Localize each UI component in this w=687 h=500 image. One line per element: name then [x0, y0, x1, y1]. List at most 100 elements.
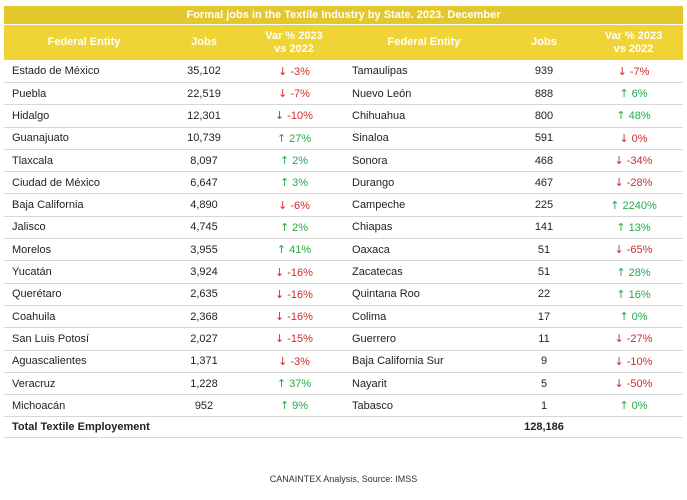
table-row: Morelos 3,955 ↑ 41% Oaxaca 51 ↓ -65% [4, 238, 683, 262]
arrow-down-icon: ↓ [614, 332, 624, 346]
entity-cell: Tlaxcala [4, 149, 164, 173]
arrow-down-icon: ↓ [614, 243, 624, 257]
variation-cell: ↓ -16% [244, 283, 344, 306]
variation-cell: ↑ 2% [244, 149, 344, 173]
variation-cell: ↓ -10% [584, 350, 683, 373]
header-entity-right: Federal Entity [344, 25, 504, 60]
jobs-cell: 22,519 [164, 82, 244, 106]
arrow-up-icon: ↑ [279, 399, 290, 413]
table-row: Baja California 4,890 ↓ -6% Campeche 225 ↑ 2240… [4, 193, 683, 217]
table-row: Querétaro 2,635 ↓ -16% Quintana Roo 22 ↑ 16% [4, 283, 683, 306]
entity-cell: Tamaulipas [344, 60, 504, 83]
variation-value: 0% [631, 311, 648, 324]
variation-cell: ↓ -3% [244, 350, 344, 373]
jobs-cell: 10,739 [164, 127, 244, 150]
header-var-line1: Var % 2023 [265, 29, 323, 42]
arrow-down-icon: ↓ [614, 377, 624, 390]
entity-cell: San Luis Potosí [4, 327, 164, 351]
variation-cell: ↓ -10% [244, 104, 344, 128]
variation-value: -16% [287, 311, 313, 324]
entity-cell: Nayarit [344, 372, 504, 396]
table-row: Estado de México 35,102 ↓ -3% Tamaulipas 939 ↓… [4, 60, 683, 83]
variation-cell: ↓ -3% [244, 60, 344, 83]
entity-cell: Puebla [4, 82, 164, 106]
jobs-table-frame: Formal jobs in the Textile Industry by S… [4, 6, 683, 439]
table-row: Guanajuato 10,739 ↑ 27% Sinaloa 591 ↓ 0% [4, 127, 683, 150]
entity-cell: Morelos [4, 238, 164, 262]
table-row: Coahuila 2,368 ↓ -16% Colima 17 ↑ 0% [4, 305, 683, 329]
entity-cell: Sonora [344, 149, 504, 173]
variation-value: -16% [287, 266, 313, 279]
variation-cell: ↑ 6% [584, 82, 683, 106]
variation-cell: ↑ 0% [584, 305, 683, 329]
jobs-cell: 3,955 [164, 238, 244, 262]
jobs-cell: 9 [504, 350, 584, 373]
jobs-cell: 22 [504, 283, 584, 306]
variation-cell: ↓ -7% [584, 60, 683, 83]
variation-value: -15% [287, 333, 313, 346]
variation-cell: ↓ -16% [244, 305, 344, 329]
arrow-down-icon: ↓ [614, 176, 624, 190]
jobs-cell: 800 [504, 104, 584, 128]
table-body: Estado de México 35,102 ↓ -3% Tamaulipas 939 ↓… [4, 60, 683, 439]
jobs-cell: 888 [504, 82, 584, 106]
variation-value: 16% [628, 288, 651, 301]
total-value: 128,186 [504, 416, 584, 439]
variation-cell: ↓ -50% [584, 372, 683, 396]
variation-value: -28% [626, 177, 653, 190]
header-row: Federal Entity Jobs Var % 2023 vs 2022 F… [4, 25, 683, 60]
jobs-cell: 939 [504, 60, 584, 83]
entity-cell: Oaxaca [344, 238, 504, 262]
arrow-up-icon: ↑ [619, 310, 629, 324]
table-row: Michoacán 952 ↑ 9% Tabasco 1 ↑ 0% [4, 394, 683, 418]
arrow-down-icon: ↓ [275, 332, 285, 346]
arrow-down-icon: ↓ [275, 287, 285, 301]
entity-cell: Yucatán [4, 260, 164, 284]
jobs-cell: 12,301 [164, 104, 244, 128]
variation-value: -6% [290, 199, 310, 212]
arrow-down-icon: ↓ [614, 154, 624, 168]
variation-value: 6% [631, 88, 648, 101]
variation-cell: ↑ 27% [244, 127, 344, 150]
variation-cell: ↑ 16% [584, 283, 683, 306]
variation-cell: ↑ 2240% [584, 193, 683, 217]
jobs-cell: 51 [504, 238, 584, 262]
entity-cell: Jalisco [4, 216, 164, 240]
entity-cell: Nuevo León [344, 82, 504, 106]
header-jobs-right: Jobs [504, 25, 584, 60]
arrow-up-icon: ↑ [279, 176, 290, 190]
table-row: Aguascalientes 1,371 ↓ -3% Baja California S… [4, 350, 683, 373]
entity-cell: Baja California Sur [344, 350, 504, 373]
entity-cell: Sinaloa [344, 127, 504, 150]
variation-cell: ↑ 48% [584, 104, 683, 128]
entity-cell: Coahuila [4, 305, 164, 329]
arrow-up-icon: ↑ [276, 243, 287, 257]
arrow-up-icon: ↑ [279, 154, 290, 168]
entity-cell: Quintana Roo [344, 283, 504, 306]
entity-cell: Guanajuato [4, 127, 164, 150]
variation-value: -7% [629, 65, 650, 78]
entity-cell: Baja California [4, 193, 164, 217]
variation-cell: ↓ -7% [244, 82, 344, 106]
variation-value: 0% [631, 400, 648, 413]
arrow-down-icon: ↓ [275, 310, 285, 324]
variation-value: -3% [290, 355, 310, 368]
variation-cell: ↓ -16% [244, 260, 344, 284]
arrow-up-icon: ↑ [616, 109, 626, 123]
table-row: Jalisco 4,745 ↑ 2% Chiapas 141 ↑ 13% [4, 216, 683, 240]
arrow-up-icon: ↑ [616, 287, 626, 301]
entity-cell: Guerrero [344, 327, 504, 351]
header-var-line2: vs 2022 [274, 42, 314, 55]
entity-cell: Veracruz [4, 372, 164, 396]
arrow-up-icon: ↑ [616, 265, 626, 279]
jobs-cell: 1,228 [164, 372, 244, 396]
jobs-cell: 8,097 [164, 149, 244, 173]
jobs-cell: 5 [504, 372, 584, 396]
arrow-up-icon: ↑ [276, 131, 287, 145]
arrow-up-icon: ↑ [279, 220, 290, 234]
jobs-cell: 4,890 [164, 193, 244, 217]
header-jobs-left: Jobs [164, 25, 244, 60]
entity-cell: Hidalgo [4, 104, 164, 128]
entity-cell: Zacatecas [344, 260, 504, 284]
table-row: Veracruz 1,228 ↑ 37% Nayarit 5 ↓ -50% [4, 372, 683, 396]
